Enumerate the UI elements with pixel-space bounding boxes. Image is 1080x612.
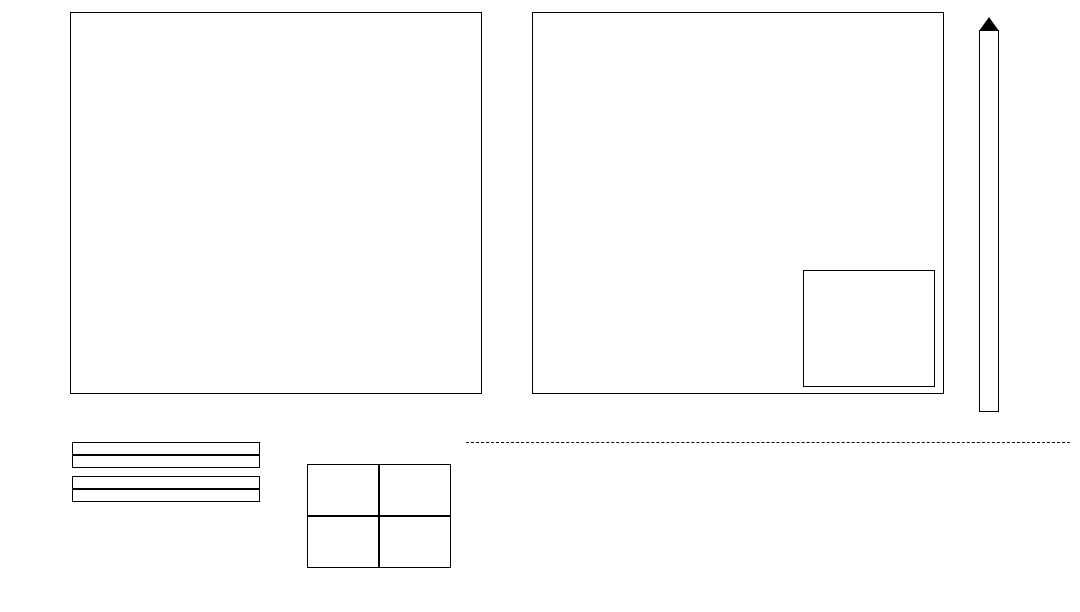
ct-col-lt <box>307 448 377 464</box>
contingency-panel <box>275 448 451 568</box>
bottom-row <box>10 440 1070 568</box>
ct-cell-11 <box>379 516 451 568</box>
totalrain-obs-row <box>50 489 260 501</box>
totalrain-obs-bar <box>72 489 260 502</box>
map-right-panel <box>502 10 944 415</box>
ct-row-lt <box>289 516 307 566</box>
colorbar <box>979 30 999 412</box>
ct-col-ge <box>377 448 447 464</box>
stats-divider <box>466 442 1070 443</box>
map-left-box <box>70 12 482 394</box>
ct-cell-01 <box>379 464 451 516</box>
map-left-panel <box>70 10 482 415</box>
occurrence-est-bar <box>72 442 260 455</box>
occurrence-est-row <box>50 442 260 454</box>
occurrence-obs-row <box>50 455 260 467</box>
totalrain-est-bar <box>72 476 260 489</box>
ct-row-title <box>275 448 289 568</box>
ct-cell-10 <box>307 516 379 568</box>
stats-panel <box>466 440 1070 568</box>
top-row <box>10 10 1070 415</box>
totalrain-est-row <box>50 476 260 488</box>
ct-cell-00 <box>307 464 379 516</box>
scatter-inset <box>803 270 935 387</box>
fractions-panel <box>50 440 260 568</box>
ct-row-ge <box>289 464 307 514</box>
occurrence-obs-bar <box>72 455 260 468</box>
colorbar-arrow-icon <box>979 17 999 31</box>
map-right-box <box>532 12 944 394</box>
